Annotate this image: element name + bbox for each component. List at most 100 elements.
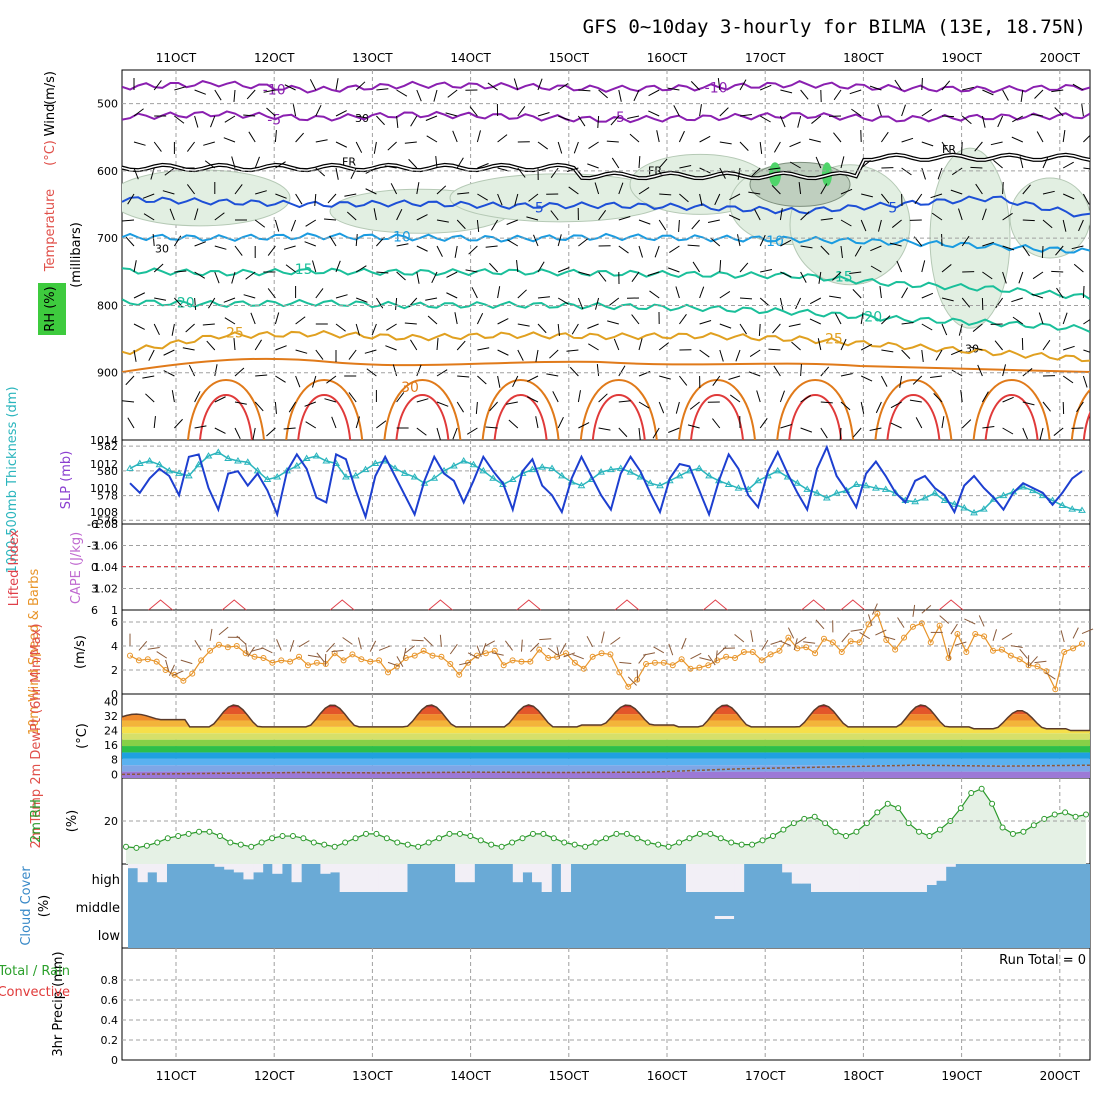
wind-speed-point <box>767 651 774 658</box>
y-tick-cape: 1.02 <box>94 583 119 596</box>
wind-barb <box>324 218 337 221</box>
wind-barb <box>1012 115 1024 123</box>
isotherm-10 <box>122 232 1090 254</box>
temp-band <box>122 714 1090 721</box>
rh-point <box>613 830 620 837</box>
wind-barb <box>909 399 922 403</box>
wind-barb <box>577 115 586 127</box>
wind-barb <box>834 313 842 325</box>
thickness-point <box>607 465 615 473</box>
y-tick: 2 <box>111 664 118 677</box>
wind-barb <box>326 375 337 384</box>
wind-barb <box>941 297 954 302</box>
thickness-point <box>921 494 929 501</box>
high-cloud-gap <box>878 864 889 892</box>
wind-barb <box>1042 401 1051 412</box>
rh-point <box>926 833 933 840</box>
wind-barb <box>233 338 236 351</box>
wind-barb <box>840 245 843 258</box>
isotherm-30-loop <box>972 379 1051 440</box>
wind-barb <box>588 343 599 351</box>
x-tick-bottom: 13OCT <box>352 1069 393 1083</box>
wind-barb <box>283 427 296 430</box>
wind-barb <box>759 141 763 154</box>
wind-barb <box>995 297 1004 309</box>
wind-barb <box>669 245 680 253</box>
wind-barb <box>675 401 680 414</box>
thickness-point <box>548 464 556 471</box>
wind-speed-point <box>304 662 311 669</box>
high-cloud-gap <box>214 864 225 867</box>
wind-speed-point <box>1070 645 1077 652</box>
wind-barb <box>833 89 842 101</box>
rh-point <box>331 843 338 850</box>
wind-barb <box>667 267 680 273</box>
thickness-point <box>872 484 880 491</box>
wind-barb-10m <box>690 652 702 660</box>
rh-point <box>488 841 495 848</box>
isotherm-30-loop <box>776 379 855 440</box>
y-tick: 24 <box>104 725 118 738</box>
wind-barb <box>860 312 864 325</box>
wind-barb <box>274 219 280 232</box>
rh-point <box>634 835 641 842</box>
wind-barb <box>263 89 276 93</box>
wind-barb <box>739 297 753 300</box>
wind-barb-10m <box>912 604 916 617</box>
wind-barb <box>234 184 243 195</box>
x-tick-bottom: 17OCT <box>745 1069 786 1083</box>
rh-point <box>415 843 422 850</box>
wind-barb <box>961 141 963 155</box>
wind-barb <box>921 141 934 147</box>
wind-barb <box>202 323 215 326</box>
thickness-point <box>518 469 527 476</box>
isotherm-label: 10 <box>393 229 411 245</box>
wind-barb <box>288 401 297 413</box>
wind-barb <box>800 395 811 403</box>
wind-barb <box>254 339 262 351</box>
y-tick: 20 <box>104 815 118 828</box>
isotherm-35-loop <box>984 394 1039 440</box>
thickness-point <box>970 508 978 516</box>
wind-barb <box>1002 427 1014 435</box>
wind-barb <box>652 427 660 439</box>
high-cloud-gap <box>291 864 302 883</box>
wind-barb <box>879 286 882 299</box>
cape-bump <box>329 599 355 611</box>
thickness-point <box>165 466 174 474</box>
wind-barb <box>133 349 137 362</box>
wind-barb <box>609 297 620 306</box>
thickness-point <box>1029 486 1037 494</box>
rh-point <box>1083 811 1089 818</box>
thickness-point <box>754 476 763 484</box>
wind-barb <box>1039 427 1044 440</box>
thickness-point <box>469 460 478 468</box>
wind-barb <box>613 338 620 351</box>
wind-barb <box>456 157 464 169</box>
wind-barb <box>773 365 781 377</box>
wind-barb <box>930 375 943 378</box>
x-tick-bottom: 12OCT <box>254 1069 295 1083</box>
rh-point <box>425 839 432 846</box>
wind-barb <box>153 80 162 91</box>
wind-barb <box>933 393 943 403</box>
wind-barb <box>143 213 155 221</box>
wind-barb <box>638 187 650 195</box>
wind-barb <box>931 212 943 221</box>
wind-barb <box>558 267 570 273</box>
thickness-point <box>224 454 233 462</box>
wind-barb-10m <box>484 640 496 648</box>
wind-barb-10m <box>326 642 336 653</box>
wind-barb <box>231 156 236 169</box>
panel-frame-8 <box>121 947 1091 1061</box>
wind-barb <box>506 219 518 225</box>
wind-barb <box>587 323 599 329</box>
wind-barb <box>860 343 873 351</box>
wind-barb <box>958 208 963 221</box>
wind-barb <box>537 112 550 117</box>
wind-barb <box>719 141 732 145</box>
ylabel-temp2m-unit: (°C) <box>75 723 90 749</box>
wind-barb <box>516 260 519 273</box>
wind-barb <box>729 394 741 403</box>
